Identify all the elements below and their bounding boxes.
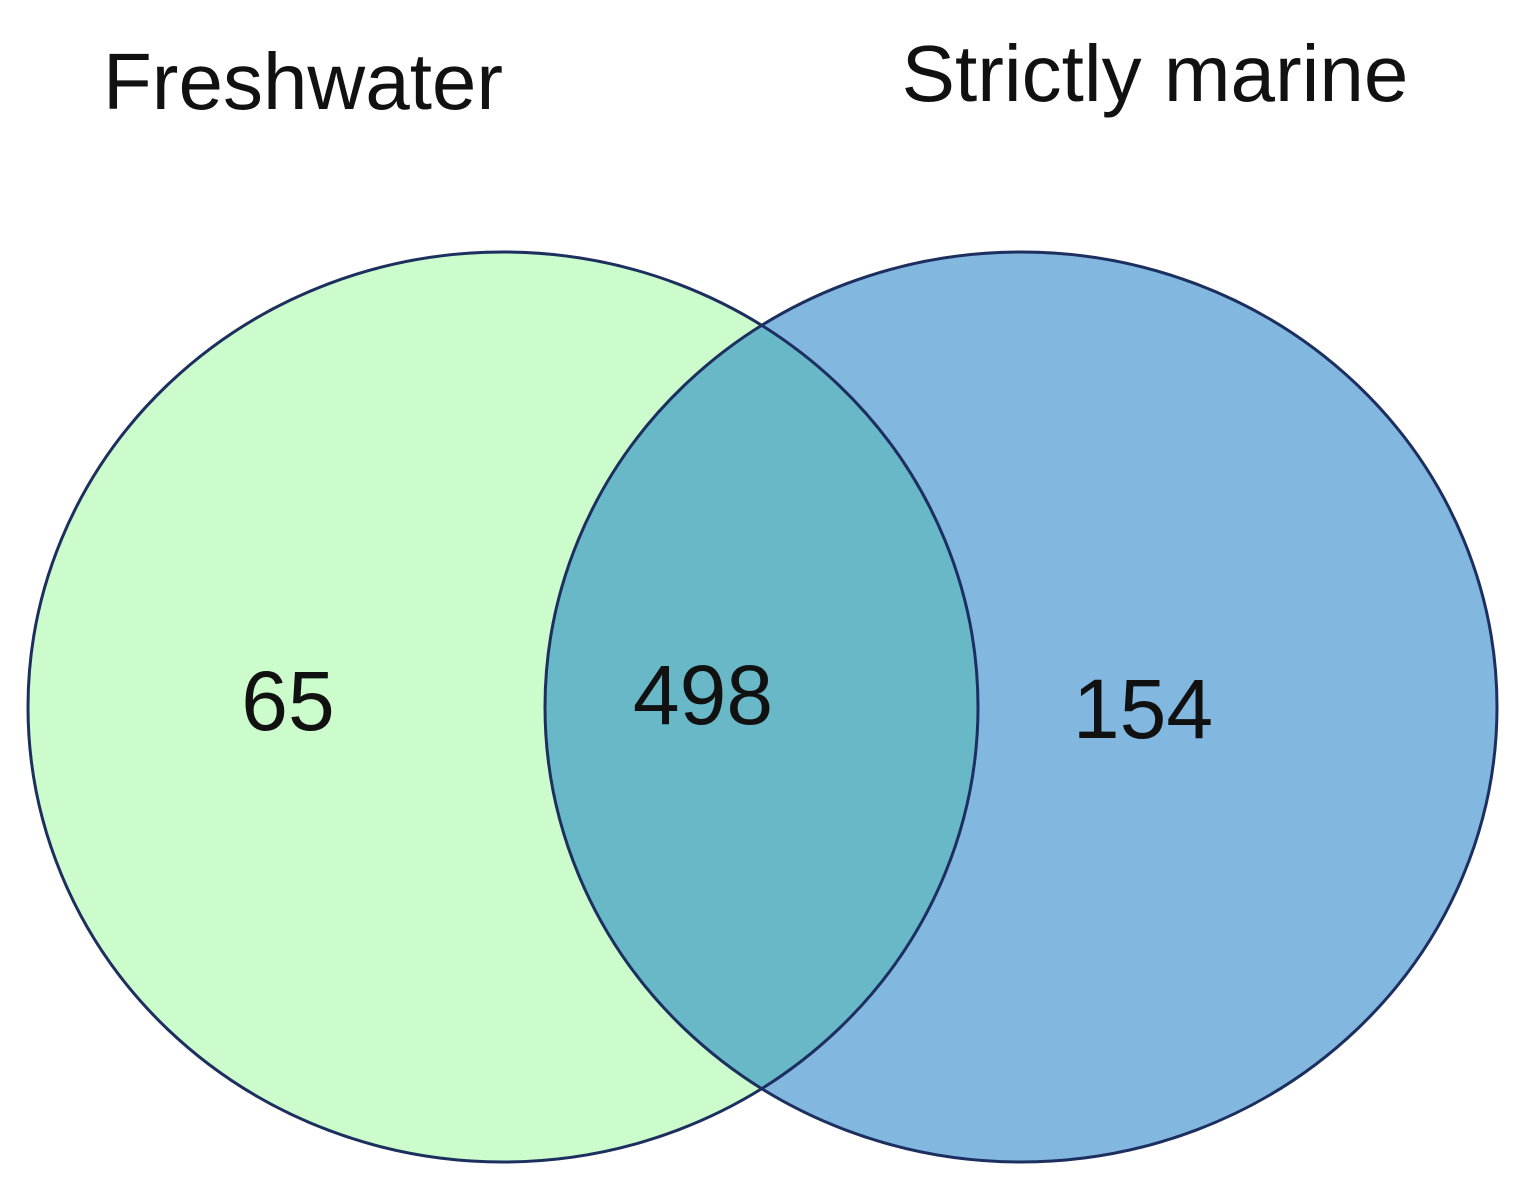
- region-count: 65: [241, 654, 334, 748]
- region-count: 498: [633, 648, 773, 742]
- set-label: Strictly marine: [902, 29, 1409, 118]
- set-outline: [26, 250, 980, 1164]
- region-count: 154: [1073, 662, 1213, 756]
- overlap-region: [545, 252, 978, 1162]
- set-outline: [543, 250, 1499, 1164]
- set-label: Freshwater: [103, 37, 503, 126]
